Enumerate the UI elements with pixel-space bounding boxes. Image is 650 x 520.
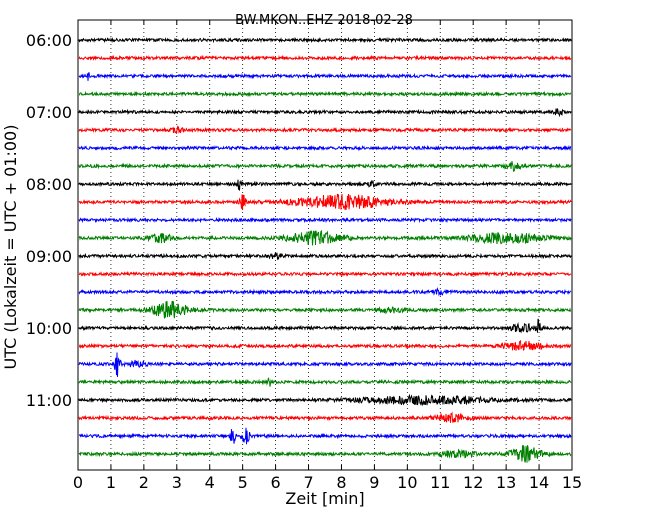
x-tick-labels: 0 1 2 3 4 5 6 7 8 9 10 11 12 13 14 15 bbox=[73, 473, 582, 492]
seismogram-trace bbox=[78, 108, 572, 118]
grid-lines bbox=[110, 20, 540, 470]
seismogram-trace bbox=[78, 72, 572, 81]
seismogram-trace bbox=[78, 161, 572, 173]
seismogram-trace bbox=[78, 193, 572, 210]
y-tick-label: 09:00 bbox=[26, 247, 72, 266]
seismogram-trace bbox=[78, 270, 572, 278]
seismogram-trace bbox=[78, 377, 572, 387]
seismogram-trace bbox=[78, 352, 572, 377]
y-tick-label: 11:00 bbox=[26, 391, 72, 410]
x-tick-label: 15 bbox=[562, 473, 582, 492]
x-tick-label: 0 bbox=[73, 473, 83, 492]
y-tick-label: 10:00 bbox=[26, 319, 72, 338]
y-axis-label: UTC (Lokalzeit = UTC + 01:00) bbox=[1, 125, 20, 370]
seismogram-trace bbox=[78, 179, 572, 191]
x-tick-label: 2 bbox=[139, 473, 149, 492]
seismogram-traces bbox=[78, 36, 572, 463]
x-tick-label: 7 bbox=[303, 473, 313, 492]
x-tick-label: 3 bbox=[172, 473, 182, 492]
seismogram-trace bbox=[78, 144, 572, 152]
plot-frame bbox=[77, 19, 573, 471]
seismogram-trace bbox=[78, 445, 572, 463]
seismogram-trace bbox=[78, 36, 572, 44]
seismogram-trace bbox=[78, 427, 572, 445]
seismogram-trace bbox=[78, 318, 572, 334]
seismogram-trace bbox=[79, 340, 572, 351]
seismogram-trace bbox=[78, 229, 572, 246]
x-tick-label: 9 bbox=[369, 473, 379, 492]
x-tick-label: 10 bbox=[397, 473, 417, 492]
seismogram-trace bbox=[79, 90, 572, 98]
seismogram-trace bbox=[78, 252, 572, 261]
seismogram-trace bbox=[78, 287, 572, 297]
x-tick-label: 5 bbox=[238, 473, 248, 492]
x-tick-label: 11 bbox=[430, 473, 450, 492]
seismogram-trace bbox=[78, 393, 572, 407]
x-tick-label: 1 bbox=[106, 473, 116, 492]
x-axis-label: Zeit [min] bbox=[285, 489, 364, 508]
y-tick-label: 08:00 bbox=[26, 175, 72, 194]
seismogram-trace bbox=[78, 411, 572, 423]
y-tick-labels: 06:00 07:00 08:00 09:00 10:00 11:00 bbox=[26, 31, 72, 410]
seismogram-trace bbox=[78, 125, 572, 134]
x-tick-label: 13 bbox=[496, 473, 516, 492]
y-tick-label: 06:00 bbox=[26, 31, 72, 50]
axis-ticks bbox=[77, 20, 573, 470]
x-tick-label: 12 bbox=[463, 473, 483, 492]
seismogram-trace bbox=[78, 54, 572, 62]
y-tick-label: 07:00 bbox=[26, 103, 72, 122]
x-tick-label: 4 bbox=[205, 473, 215, 492]
seismogram-trace bbox=[78, 216, 572, 224]
seismogram-trace bbox=[78, 300, 572, 319]
x-tick-label: 6 bbox=[271, 473, 281, 492]
x-tick-label: 8 bbox=[336, 473, 346, 492]
x-tick-label: 14 bbox=[529, 473, 549, 492]
